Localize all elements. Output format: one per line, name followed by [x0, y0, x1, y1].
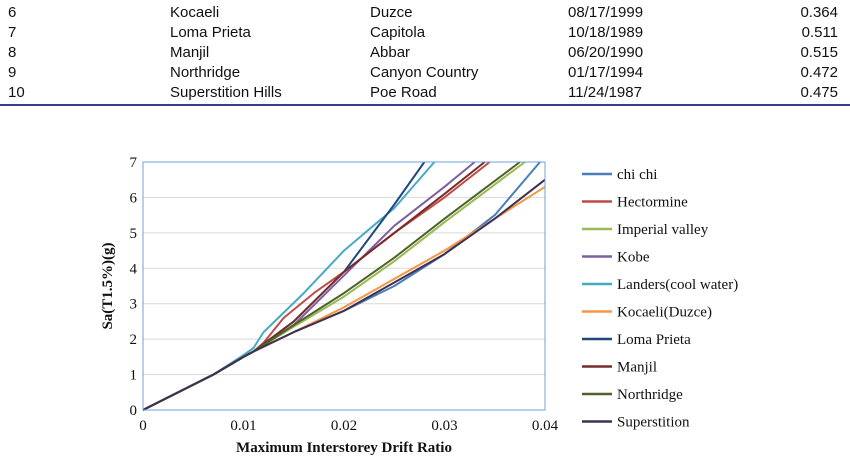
legend-label: chi chi: [617, 167, 657, 183]
legend: chi chi Hectormine Imperial valley Kobe Land…: [582, 167, 738, 431]
cell-no: 8: [8, 44, 17, 61]
cell-earthquake: Superstition Hills: [170, 84, 282, 101]
cell-date: 06/20/1990: [568, 44, 644, 61]
cell-no: 6: [8, 4, 17, 21]
cell-pga: 0.511: [801, 24, 838, 41]
cell-station: Duzce: [370, 4, 413, 21]
cell-station: Poe Road: [370, 84, 437, 101]
legend-label: Imperial valley: [617, 222, 709, 238]
legend-label: Hectormine: [617, 195, 688, 211]
x-axis-label: Maximum Interstorey Drift Ratio: [236, 440, 452, 456]
x-tick-label: 0.02: [331, 418, 357, 434]
x-tick-label: 0.04: [532, 418, 559, 434]
series-lines: [142, 161, 546, 411]
cell-pga: 0.475: [800, 84, 838, 101]
table-row: 7 Loma Prieta Capitola 10/18/1989 0.511: [0, 23, 850, 43]
series-line: [142, 161, 541, 411]
x-tick-label: 0: [139, 418, 147, 434]
cell-date: 01/17/1994: [568, 64, 644, 81]
cell-pga: 0.364: [800, 4, 838, 21]
cell-no: 10: [8, 84, 25, 101]
y-tick-label: 4: [130, 261, 138, 277]
series-line: [142, 161, 476, 411]
series-line: [142, 161, 521, 411]
cell-station: Abbar: [370, 44, 411, 61]
cell-earthquake: Northridge: [170, 64, 241, 81]
x-tick-label: 0.01: [230, 418, 256, 434]
legend-label: Loma Prieta: [617, 332, 691, 348]
legend-label: Manjil: [617, 360, 657, 376]
legend-label: Northridge: [617, 387, 683, 403]
series-line: [142, 178, 546, 411]
y-axis-label: Sa(T1.5%)(g): [100, 242, 116, 329]
grid: [143, 161, 545, 376]
cell-earthquake: Manjil: [170, 44, 210, 61]
y-tick-label: 3: [130, 297, 138, 313]
cell-pga: 0.472: [800, 64, 838, 81]
y-tick-label: 6: [130, 190, 138, 206]
y-tick-label: 7: [130, 155, 138, 171]
cell-no: 7: [8, 24, 17, 41]
y-tick-label: 5: [130, 226, 138, 242]
cell-station: Capitola: [370, 24, 426, 41]
cell-date: 08/17/1999: [568, 4, 644, 21]
legend-label: Landers(cool water): [617, 277, 738, 293]
legend-label: Superstition: [617, 415, 690, 431]
cell-date: 10/18/1989: [568, 24, 644, 41]
cell-pga: 0.515: [800, 44, 838, 61]
cell-date: 11/24/1987: [568, 84, 642, 101]
table-row: 8 Manjil Abbar 06/20/1990 0.515: [0, 43, 850, 63]
table-bottom-rule: [0, 104, 850, 106]
cell-station: Canyon Country: [370, 64, 479, 81]
plot-frame: [142, 161, 546, 411]
legend-label: Kocaeli(Duzce): [617, 305, 712, 321]
y-tick-label: 1: [130, 368, 138, 384]
x-tick-label: 0.03: [431, 418, 457, 434]
series-line: [142, 161, 436, 411]
y-tick-label: 0: [130, 403, 138, 419]
tick-labels: 0 1 2 3 4 5 6 7 0 0.01 0.02 0.03 0.04: [130, 155, 559, 434]
table-row: 6 Kocaeli Duzce 08/17/1999 0.364: [0, 3, 850, 23]
y-tick-label: 2: [130, 332, 138, 348]
cell-earthquake: Loma Prieta: [170, 24, 251, 41]
cell-earthquake: Kocaeli: [170, 4, 220, 21]
series-line: [142, 161, 486, 411]
series-line: [142, 185, 546, 411]
legend-label: Kobe: [617, 250, 650, 266]
cell-no: 9: [8, 64, 17, 81]
table-row: 10 Superstition Hills Poe Road 11/24/198…: [0, 83, 850, 103]
table-row: 9 Northridge Canyon Country 01/17/1994 0…: [0, 63, 850, 83]
